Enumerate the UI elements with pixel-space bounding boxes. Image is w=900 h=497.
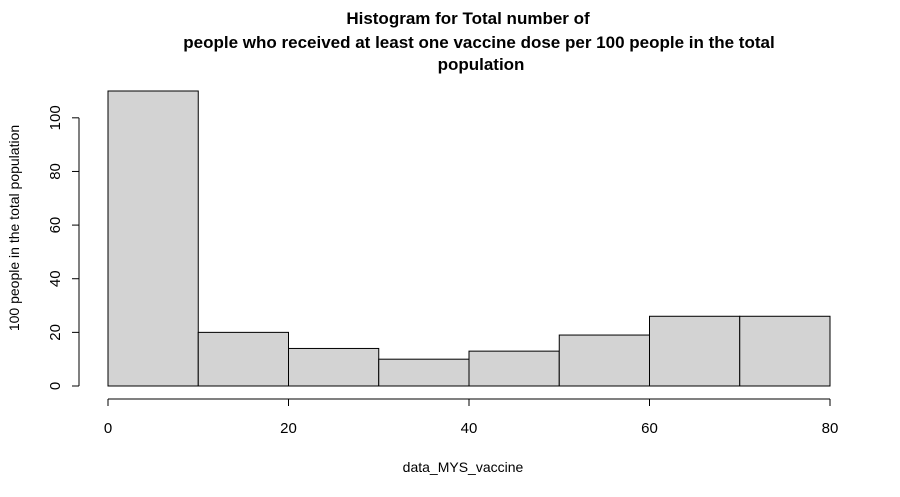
x-tick-label: 40 bbox=[461, 420, 478, 437]
y-tick-label: 80 bbox=[47, 163, 64, 180]
histogram-bar-5 bbox=[558, 334, 650, 387]
chart-title-line-2: people who received at least one vaccine… bbox=[183, 33, 774, 52]
chart-title-line-3: population bbox=[438, 55, 525, 74]
histogram-bar-6 bbox=[649, 315, 741, 387]
x-axis-label: data_MYS_vaccine bbox=[403, 459, 524, 475]
y-axis-label: 100 people in the total population bbox=[6, 125, 22, 331]
x-axis: 0 20 40 60 80 bbox=[104, 398, 839, 437]
y-tick-label: 60 bbox=[47, 217, 64, 234]
histogram-bars bbox=[107, 90, 831, 387]
chart-title: Histogram for Total number of people who… bbox=[183, 9, 774, 74]
x-tick-label: 20 bbox=[280, 420, 297, 437]
chart-title-line-1: Histogram for Total number of bbox=[346, 9, 590, 28]
x-tick-label: 0 bbox=[104, 420, 112, 437]
x-tick-label: 60 bbox=[641, 420, 658, 437]
histogram-bar-1 bbox=[197, 331, 289, 387]
histogram-bar-3 bbox=[378, 358, 470, 387]
histogram-bar-2 bbox=[288, 347, 380, 387]
y-axis: 0 20 40 60 80 100 bbox=[47, 105, 80, 390]
x-tick-label: 80 bbox=[822, 420, 839, 437]
y-tick-label: 20 bbox=[47, 324, 64, 341]
histogram-bar-4 bbox=[468, 350, 560, 387]
y-tick-label: 0 bbox=[47, 382, 64, 390]
histogram-bar-0 bbox=[107, 90, 199, 387]
y-tick-label: 40 bbox=[47, 270, 64, 287]
histogram-bar-7 bbox=[739, 315, 831, 387]
y-tick-label: 100 bbox=[47, 105, 64, 130]
